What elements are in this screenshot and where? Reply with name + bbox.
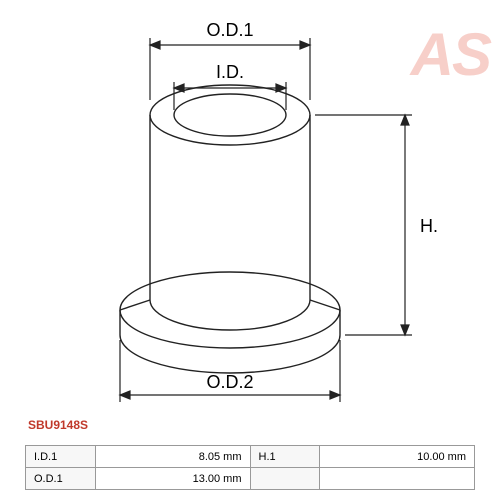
specification-table: I.D.1 8.05 mm H.1 10.00 mm O.D.1 13.00 m…: [25, 445, 475, 490]
technical-diagram: O.D.1 I.D. H. O.D.2: [0, 0, 500, 410]
spec-value: 8.05 mm: [95, 446, 250, 468]
spec-label: H.1: [250, 446, 320, 468]
spec-label: I.D.1: [26, 446, 96, 468]
label-height: H.: [420, 216, 438, 236]
table-row: I.D.1 8.05 mm H.1 10.00 mm: [26, 446, 475, 468]
spec-label: [250, 468, 320, 490]
spec-value: 13.00 mm: [95, 468, 250, 490]
table-row: O.D.1 13.00 mm: [26, 468, 475, 490]
spec-value: [320, 468, 475, 490]
label-od2: O.D.2: [206, 372, 253, 392]
label-id: I.D.: [216, 62, 244, 82]
part-number: SBU9148S: [28, 418, 88, 432]
spec-value: 10.00 mm: [320, 446, 475, 468]
spec-label: O.D.1: [26, 468, 96, 490]
label-od1: O.D.1: [206, 20, 253, 40]
